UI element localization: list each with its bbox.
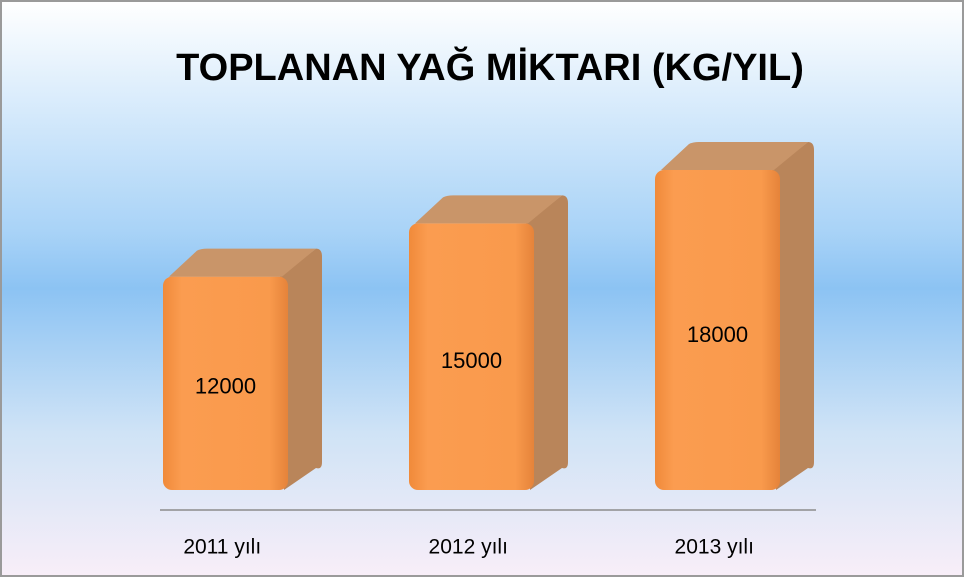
bar-side <box>280 248 322 490</box>
bar-front <box>655 170 780 490</box>
bar <box>655 142 814 490</box>
bar-side <box>526 195 568 491</box>
chart-title: TOPLANAN YAĞ MİKTARI (KG/YIL) <box>176 45 804 89</box>
bar-top <box>415 195 562 224</box>
bar-front <box>409 223 534 491</box>
x-tick-label: 2012 yılı <box>429 536 508 559</box>
bar-top <box>169 248 316 277</box>
bar-top <box>661 142 808 170</box>
x-tick-label: 2011 yılı <box>183 536 261 559</box>
x-tick-label: 2013 yılı <box>675 536 754 559</box>
bar-front <box>163 276 288 490</box>
value-label: 12000 <box>195 373 256 398</box>
value-label: 15000 <box>441 348 502 373</box>
value-label: 18000 <box>687 322 748 347</box>
bar <box>409 195 568 491</box>
bar-side <box>772 142 814 490</box>
bar <box>163 248 322 490</box>
